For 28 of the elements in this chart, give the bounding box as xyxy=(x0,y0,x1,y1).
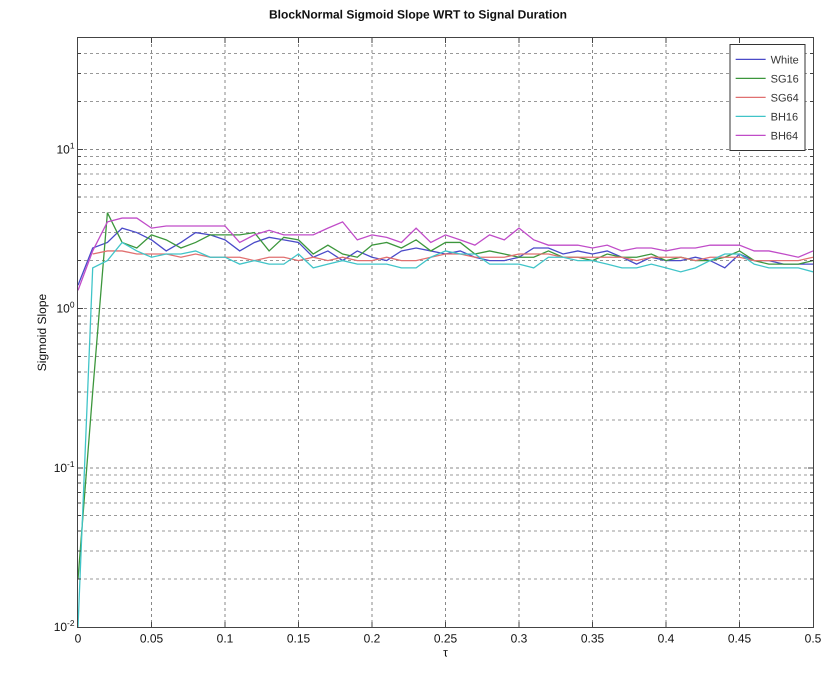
x-tick-label: 0.45 xyxy=(728,632,752,646)
x-tick-label: 0.4 xyxy=(658,632,675,646)
y-axis-title: Sigmoid Slope xyxy=(34,293,49,372)
x-tick-label: 0.2 xyxy=(364,632,381,646)
legend-label: SG64 xyxy=(770,92,799,105)
line-series xyxy=(78,242,813,627)
x-tick-label: 0.15 xyxy=(286,632,310,646)
y-tick-label: 10$^{1}$ xyxy=(56,140,75,156)
chart-title: BlockNormal Sigmoid Slope WRT to Signal Duration xyxy=(268,8,568,22)
legend-label: BH64 xyxy=(770,130,798,143)
y-tick-label: 10$^{-2}$ xyxy=(54,618,75,634)
x-tick-label: 0 xyxy=(74,632,82,646)
line-series xyxy=(78,227,813,286)
legend-label: White xyxy=(770,54,799,67)
legend-label: BH16 xyxy=(770,112,798,124)
legend-label: SG16 xyxy=(770,74,799,86)
line-series xyxy=(78,212,813,580)
x-axis-title: τ xyxy=(443,646,448,660)
x-tick-label: 0.5 xyxy=(804,632,822,646)
x-tick-label: 0.25 xyxy=(434,632,458,646)
line-series xyxy=(78,217,813,292)
x-tick-label: 0.05 xyxy=(140,632,164,646)
x-tick-label: 0.35 xyxy=(580,632,604,646)
x-tick-label: 0.3 xyxy=(510,632,528,646)
y-tick-label: 10$^{0}$ xyxy=(56,300,75,316)
x-tick-label: 0.1 xyxy=(216,632,234,646)
line-series xyxy=(92,250,813,262)
y-tick-label: 10$^{-1}$ xyxy=(54,458,75,475)
